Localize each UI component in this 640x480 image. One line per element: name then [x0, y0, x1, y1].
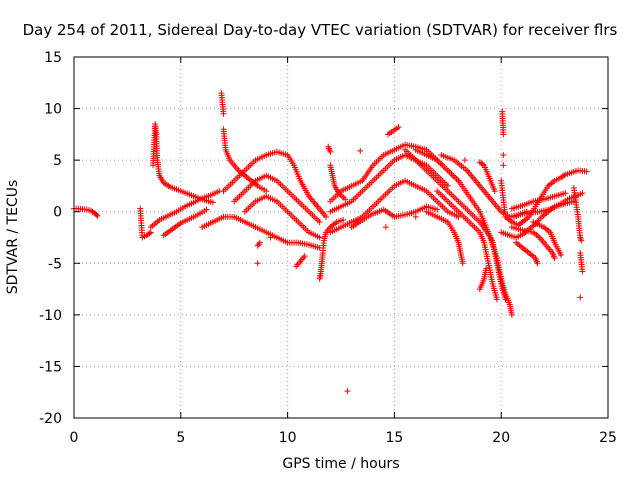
data-point: [94, 212, 101, 219]
data-point: [254, 260, 261, 267]
data-point: [461, 157, 468, 164]
data-point: [502, 296, 509, 303]
data-point: [500, 131, 507, 138]
data-point: [301, 253, 308, 260]
data-point: [434, 206, 441, 213]
data-point: [147, 229, 154, 236]
data-point: [562, 190, 569, 197]
x-tick-label: 20: [492, 430, 510, 446]
y-tick-label: -10: [39, 308, 62, 324]
y-tick-label: -5: [48, 256, 62, 272]
data-point: [342, 196, 349, 203]
data-point: [483, 265, 490, 272]
data-point: [395, 124, 402, 131]
data-point: [459, 260, 466, 267]
data-point: [579, 190, 586, 197]
data-point: [551, 255, 558, 262]
data-point: [263, 188, 270, 195]
data-point: [579, 268, 586, 275]
data-point: [209, 199, 216, 206]
data-point: [316, 234, 323, 241]
data-point: [203, 206, 210, 213]
y-tick-label: 0: [53, 205, 62, 221]
data-point: [327, 148, 334, 155]
data-point: [479, 161, 486, 168]
x-tick-label: 10: [279, 430, 297, 446]
data-point: [412, 213, 419, 220]
data-point: [583, 168, 590, 175]
plot-border: [73, 56, 609, 419]
data-point: [267, 234, 274, 241]
data-point: [508, 311, 515, 318]
x-tick-label: 25: [599, 430, 617, 446]
chart-title: Day 254 of 2011, Sidereal Day-to-day VTE…: [22, 21, 618, 39]
data-point: [534, 260, 541, 267]
data-point: [357, 147, 364, 154]
data-point: [340, 216, 347, 223]
data-point: [444, 182, 451, 189]
data-point: [577, 236, 584, 243]
data-point: [577, 294, 584, 301]
y-tick-label: -15: [39, 359, 62, 375]
data-point: [455, 213, 462, 220]
y-tick-label: -20: [39, 411, 62, 427]
x-tick-label: 15: [385, 430, 403, 446]
data-point: [558, 252, 565, 259]
data-point: [578, 237, 585, 244]
data-point: [500, 162, 507, 169]
y-tick-label: 15: [44, 50, 62, 66]
data-point: [93, 211, 100, 218]
y-tick-label: 5: [53, 153, 62, 169]
data-point: [493, 296, 500, 303]
data-point: [256, 239, 263, 246]
data-point: [518, 220, 525, 227]
data-point: [344, 388, 351, 395]
data-point: [491, 188, 498, 195]
data-point: [500, 151, 507, 158]
data-point: [146, 230, 153, 237]
data-point: [382, 224, 389, 231]
data-point: [316, 219, 323, 226]
data-point: [560, 172, 567, 179]
data-point: [323, 213, 330, 220]
x-tick-label: 5: [176, 430, 185, 446]
grid-lines: [74, 57, 608, 418]
x-tick-label: 0: [70, 430, 79, 446]
data-points: [71, 90, 590, 395]
axes: [73, 56, 609, 419]
data-point: [220, 110, 227, 117]
tick-labels: 0 5 10 15 20 25 15 10 5 0 -5 -10 -15 -20: [39, 50, 617, 446]
x-axis-label: GPS time / hours: [282, 456, 400, 472]
y-tick-label: 10: [44, 102, 62, 118]
data-point: [255, 241, 262, 248]
